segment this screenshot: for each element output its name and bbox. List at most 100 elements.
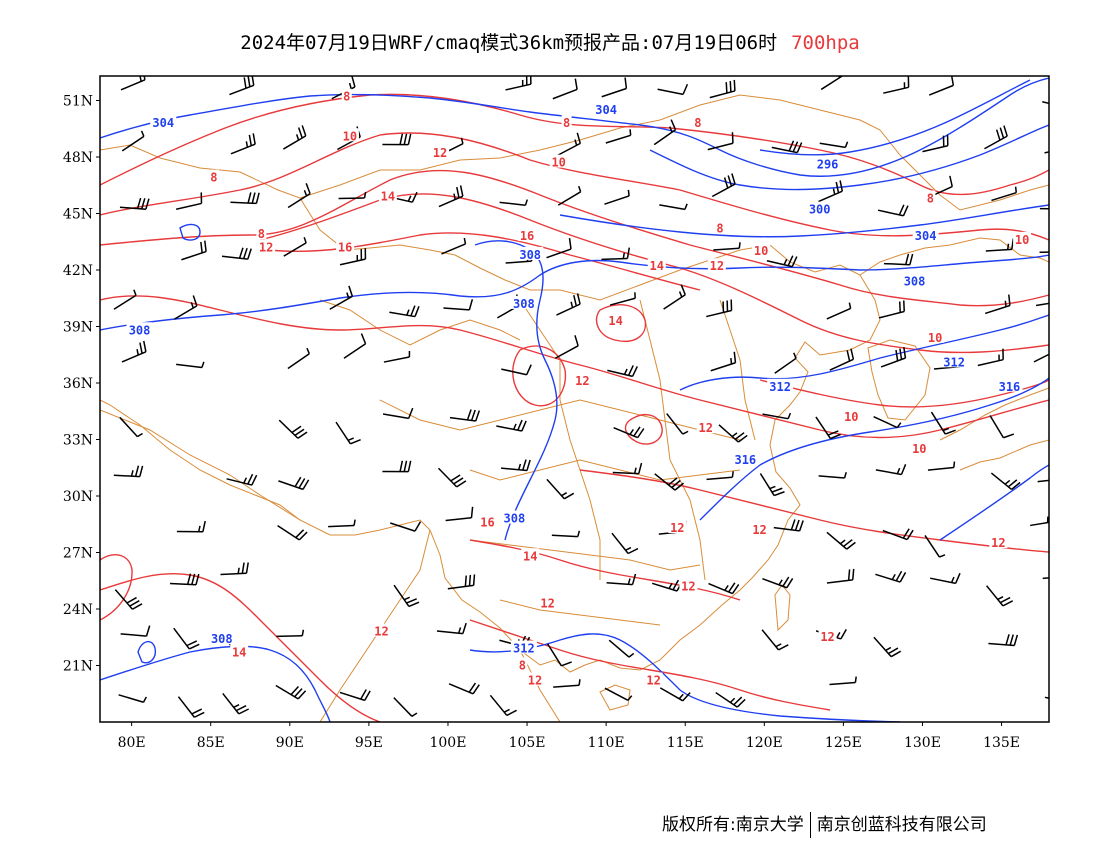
wind-barb [282, 125, 307, 150]
wind-barb [500, 459, 531, 472]
lon-label: 85E [197, 735, 225, 751]
height-contour-label: 312 [513, 642, 535, 656]
wind-barb [984, 294, 1011, 315]
height-contour-label-bg [510, 295, 537, 309]
wind-barb [436, 622, 467, 635]
height-contour-316b [939, 464, 1049, 541]
wind-barb [546, 643, 572, 667]
temp-contour-label: 10 [912, 442, 926, 456]
temp-contour-label-bg [340, 128, 359, 142]
temp-contour-label: 12 [528, 674, 542, 688]
height-contour-label-bg [593, 101, 620, 115]
temp-contour-label-bg [910, 440, 929, 454]
northeast-border [859, 237, 1049, 276]
height-contour-label-bg [208, 631, 235, 645]
wind-barb [609, 292, 636, 306]
temp-contour-label-bg [606, 312, 625, 326]
wind-barb [551, 530, 581, 538]
lon-label: 100E [429, 735, 466, 751]
wind-barb [601, 77, 628, 98]
temp-contour-label-bg [707, 258, 726, 272]
wind-barb [557, 185, 582, 206]
height-contour-312-south [469, 633, 901, 722]
height-contour-label-bg [150, 115, 177, 129]
longitude-labels: 80E 85E 90E 95E 100E 105E 110E 115E 120E 125E 130E… [118, 722, 1020, 751]
temp-contour-label: 10 [844, 410, 858, 424]
height-contour-label-bg [806, 201, 833, 215]
wind-barb [176, 520, 206, 533]
wind-barb [174, 295, 198, 320]
wind-barb [873, 416, 902, 429]
wind-barb [826, 302, 852, 320]
temp-contour-label-bg [752, 243, 771, 257]
temp-contour-label: 12 [374, 625, 388, 639]
wind-barb [930, 572, 961, 585]
wind-barb [988, 634, 1019, 647]
copyright-text: 版权所有:南京大学 [662, 815, 804, 835]
wind-barb [175, 192, 203, 211]
height-contour-label: 308 [129, 323, 151, 337]
wind-barb [829, 348, 855, 371]
wind-barb [339, 689, 371, 702]
wind-barb [329, 285, 354, 310]
taiwan-outline [774, 584, 791, 632]
height-contour-308-south [100, 645, 331, 722]
height-contour-label-bg [814, 156, 841, 170]
wind-barb [382, 460, 412, 473]
wind-barb [654, 473, 684, 491]
wind-barb [608, 639, 635, 658]
temp-contour-label-bg [549, 154, 568, 168]
temp-contour-label: 10 [928, 331, 942, 345]
wind-barb [924, 534, 946, 558]
wind-barb [706, 471, 734, 481]
temp-contour-label: 8 [563, 116, 570, 130]
wind-barb [607, 365, 638, 378]
temp-contour-12d [100, 572, 381, 722]
wind-barb [820, 76, 844, 91]
wind-barb [774, 352, 797, 374]
temp-contour-label-bg [573, 373, 592, 387]
temp-contour-label-bg [431, 145, 450, 159]
temp-contour-label-bg [647, 258, 666, 272]
temp-contour-label-bg [668, 520, 687, 534]
temp-contour-label: 14 [381, 190, 395, 204]
wind-barb [121, 130, 145, 152]
wind-barb [546, 238, 572, 259]
temp-contour-label: 12 [752, 523, 766, 537]
temp-contour-label-bg [257, 239, 276, 253]
wind-barb [706, 299, 733, 318]
temp-contour-12b [100, 295, 1049, 439]
temp-contour-label: 12 [820, 630, 834, 644]
temp-contour-label: 12 [670, 521, 684, 535]
height-labels-layer: 304 304 296 300 304 308 308 308 308 312 312 316 316 3… [126, 101, 1023, 656]
height-contour-label-bg [510, 640, 537, 654]
height-contours [100, 77, 1049, 722]
wind-barb [875, 570, 907, 583]
wind-barb [606, 573, 637, 586]
lat-label: 51N [63, 93, 93, 109]
temp-contour-label-bg [336, 239, 355, 253]
wind-barb [611, 532, 639, 555]
wind-barb [977, 348, 1004, 367]
lat-label: 45N [63, 206, 93, 222]
title-level: 700hpa [791, 32, 860, 54]
province-lines-3 [469, 459, 741, 626]
lon-label: 110E [588, 735, 625, 751]
wind-barb [612, 462, 643, 475]
wind-barb [383, 350, 411, 363]
wind-barb [990, 472, 1021, 491]
wind-barb [1042, 101, 1049, 105]
wind-barb [546, 478, 575, 500]
wind-barb [759, 473, 785, 497]
wind-barb [221, 247, 252, 260]
wind-barb [177, 696, 205, 718]
temp-contour-label-bg [517, 657, 528, 671]
temp-contour-label-bg [525, 672, 544, 686]
temp-contour-label-bg [925, 190, 936, 204]
wind-barb [771, 140, 803, 154]
height-contour-300 [649, 124, 1049, 191]
temp-contour-label: 12 [710, 259, 724, 273]
wind-barb [873, 636, 902, 658]
temp-contour-label: 8 [258, 227, 265, 241]
temp-contour-label-bg [230, 644, 249, 658]
